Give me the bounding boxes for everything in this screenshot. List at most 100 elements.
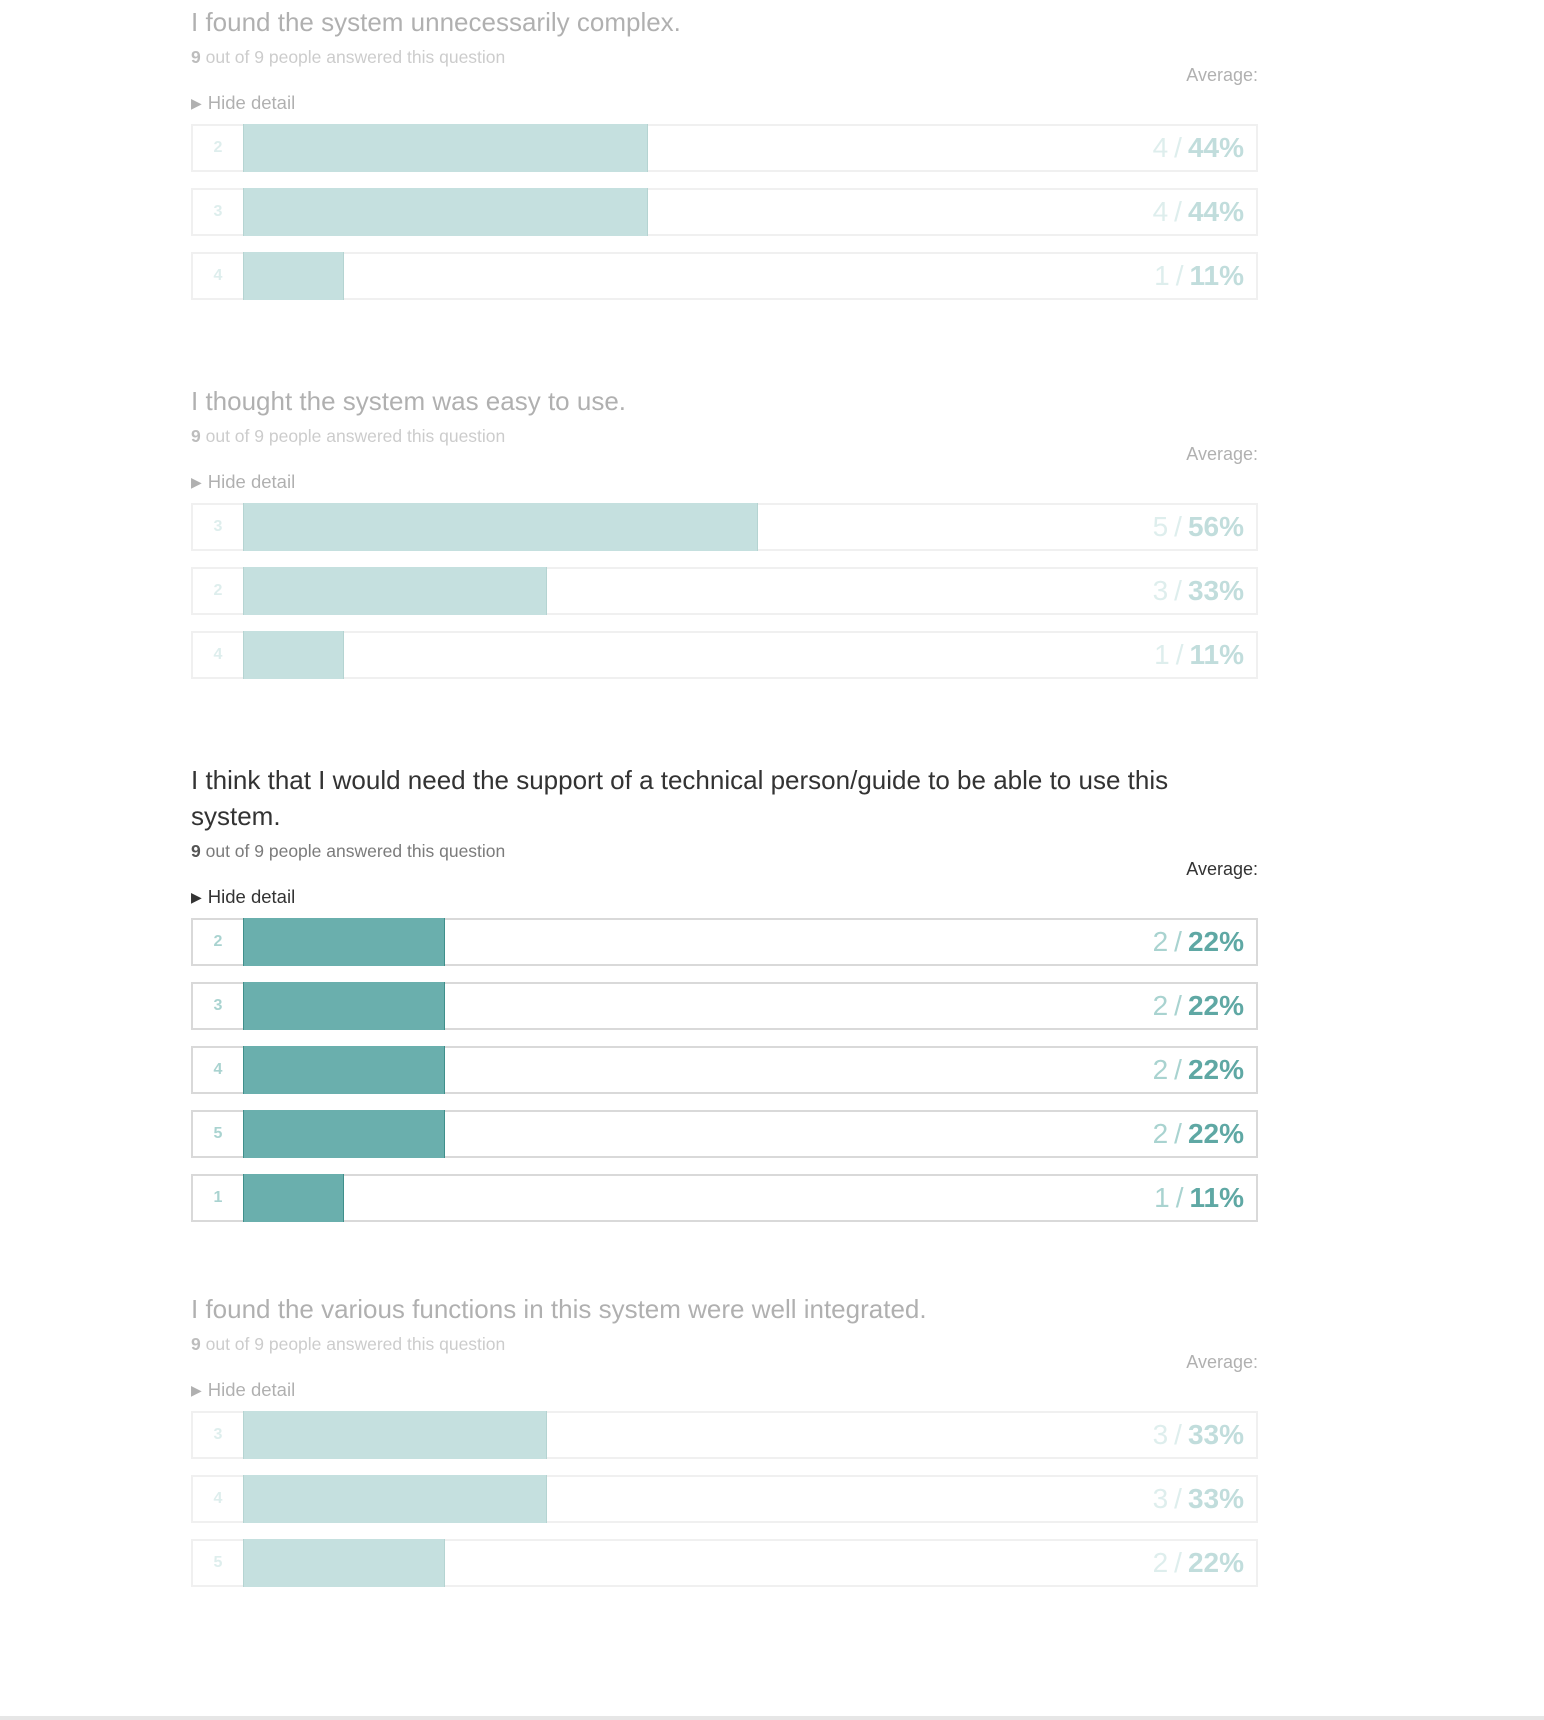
value-separator: / xyxy=(1175,260,1184,291)
bottom-divider xyxy=(0,1716,1544,1720)
answer-value: 3/33% xyxy=(1153,1477,1244,1521)
average-label: Average: xyxy=(1186,859,1258,879)
answer-bar xyxy=(243,503,758,551)
answer-bar xyxy=(243,631,344,679)
answer-percent: 33% xyxy=(1187,575,1244,606)
answer-percent: 11% xyxy=(1189,1182,1245,1213)
triangle-right-icon: ▶ xyxy=(191,95,202,111)
answer-rows: 2 4/44% 3 4/44% 4 1/11% xyxy=(191,124,1258,300)
answer-percent: 22% xyxy=(1187,1054,1244,1085)
value-separator: / xyxy=(1174,1118,1182,1149)
answer-option-label: 3 xyxy=(213,1426,223,1443)
answer-percent: 44% xyxy=(1187,196,1244,227)
answer-percent: 22% xyxy=(1187,1118,1244,1149)
value-separator: / xyxy=(1174,1054,1182,1085)
answer-rows: 2 2/22% 3 2/22% 4 2/22% 5 2/22% 1 1/11% xyxy=(191,918,1258,1222)
answered-count: 9 xyxy=(191,426,201,446)
average-label: Average: xyxy=(1186,65,1258,85)
answer-count: 3 xyxy=(1152,575,1169,606)
answer-row: 4 1/11% xyxy=(191,252,1258,300)
answer-value: 1/11% xyxy=(1154,254,1244,298)
hide-detail-label: Hide detail xyxy=(207,471,296,492)
answer-bar xyxy=(243,1411,547,1459)
answer-row: 5 2/22% xyxy=(191,1539,1258,1587)
answer-percent: 33% xyxy=(1187,1483,1244,1514)
answer-option-label: 3 xyxy=(213,518,223,535)
question-block: I thought the system was easy to use. 9 o… xyxy=(191,383,1258,695)
answer-percent: 56% xyxy=(1187,511,1244,542)
answer-percent: 22% xyxy=(1187,926,1244,957)
answer-bar xyxy=(243,567,547,615)
answer-bar xyxy=(243,1539,445,1587)
answer-count: 1 xyxy=(1154,1182,1170,1213)
triangle-right-icon: ▶ xyxy=(191,474,202,490)
question-block: I found the system unnecessarily complex… xyxy=(191,4,1258,316)
hide-detail-toggle[interactable]: ▶ Hide detail xyxy=(191,91,295,116)
answer-percent: 33% xyxy=(1187,1419,1244,1450)
answer-percent: 11% xyxy=(1189,260,1245,291)
value-separator: / xyxy=(1175,639,1184,670)
answer-option-label: 2 xyxy=(213,582,223,599)
answer-count: 2 xyxy=(1152,926,1169,957)
answer-row: 4 1/11% xyxy=(191,631,1258,679)
answer-value: 2/22% xyxy=(1153,1541,1244,1585)
answer-count: 1 xyxy=(1154,639,1170,670)
answer-row: 3 3/33% xyxy=(191,1411,1258,1459)
average-label: Average: xyxy=(1186,1352,1258,1372)
value-separator: / xyxy=(1174,990,1182,1021)
answer-count: 3 xyxy=(1152,1483,1169,1514)
answer-option-label: 4 xyxy=(213,646,223,663)
answer-option-label: 2 xyxy=(213,933,223,950)
answered-summary: 9 out of 9 people answered this question xyxy=(191,839,1258,863)
question-title: I think that I would need the support of… xyxy=(191,765,1169,831)
answer-option-label: 1 xyxy=(213,1189,223,1206)
question-block: I found the various functions in this sy… xyxy=(191,1291,1258,1603)
answer-value: 2/22% xyxy=(1153,1112,1244,1156)
answered-count: 9 xyxy=(191,47,201,67)
answer-count: 2 xyxy=(1152,1547,1169,1578)
answer-percent: 44% xyxy=(1187,132,1244,163)
answer-row: 3 5/56% xyxy=(191,503,1258,551)
answered-summary: 9 out of 9 people answered this question xyxy=(191,1332,1258,1356)
answered-count: 9 xyxy=(191,1334,201,1354)
value-separator: / xyxy=(1174,511,1182,542)
answer-option-label: 5 xyxy=(213,1554,223,1571)
answer-count: 2 xyxy=(1152,1118,1169,1149)
answer-bar xyxy=(243,124,648,172)
answer-value: 1/11% xyxy=(1154,1176,1244,1220)
answer-value: 2/22% xyxy=(1153,1048,1244,1092)
answer-count: 3 xyxy=(1152,1419,1169,1450)
hide-detail-toggle[interactable]: ▶ Hide detail xyxy=(191,1378,295,1403)
question-title: I found the various functions in this sy… xyxy=(191,1294,927,1324)
answer-option-label: 5 xyxy=(213,1125,223,1142)
value-separator: / xyxy=(1174,132,1182,163)
answer-option-label: 4 xyxy=(213,267,223,284)
hide-detail-toggle[interactable]: ▶ Hide detail xyxy=(191,885,295,910)
answered-summary: 9 out of 9 people answered this question xyxy=(191,424,1258,448)
answer-bar xyxy=(243,918,445,966)
answer-value: 2/22% xyxy=(1153,984,1244,1028)
question-title: I thought the system was easy to use. xyxy=(191,386,627,416)
answered-text: out of 9 people answered this question xyxy=(205,1334,506,1354)
answer-row: 2 3/33% xyxy=(191,567,1258,615)
hide-detail-toggle[interactable]: ▶ Hide detail xyxy=(191,470,295,495)
answer-value: 3/33% xyxy=(1153,569,1244,613)
answer-count: 5 xyxy=(1152,511,1169,542)
answer-percent: 22% xyxy=(1187,990,1244,1021)
question-block: I think that I would need the support of… xyxy=(191,762,1258,1238)
answer-option-label: 3 xyxy=(213,203,223,220)
answer-count: 4 xyxy=(1152,196,1169,227)
answer-row: 1 1/11% xyxy=(191,1174,1258,1222)
answer-bar xyxy=(243,252,344,300)
question-title: I found the system unnecessarily complex… xyxy=(191,7,681,37)
answer-value: 3/33% xyxy=(1153,1413,1244,1457)
answer-count: 4 xyxy=(1152,132,1169,163)
answer-option-label: 4 xyxy=(213,1490,223,1507)
answer-row: 4 2/22% xyxy=(191,1046,1258,1094)
answer-row: 4 3/33% xyxy=(191,1475,1258,1523)
answer-count: 2 xyxy=(1152,1054,1169,1085)
triangle-right-icon: ▶ xyxy=(191,1382,202,1398)
answer-bar xyxy=(243,1475,547,1523)
value-separator: / xyxy=(1174,1483,1182,1514)
value-separator: / xyxy=(1174,196,1182,227)
